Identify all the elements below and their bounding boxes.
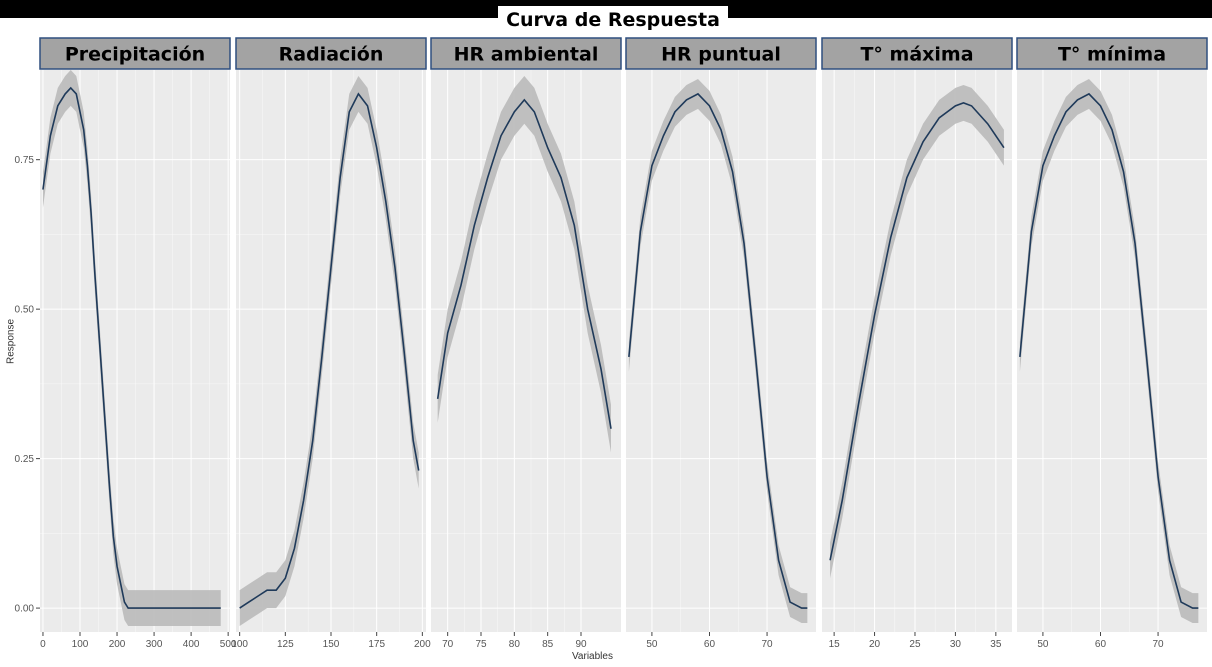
x-tick-label: 25 — [909, 639, 921, 650]
x-tick-label: 15 — [829, 639, 841, 650]
x-tick-label: 500 — [220, 639, 237, 650]
x-tick-label: 50 — [646, 639, 658, 650]
response-line-5 — [1019, 92, 1199, 609]
x-tick-label: 70 — [761, 639, 773, 650]
response-line-2 — [436, 98, 612, 429]
y-axis-label: Response — [5, 318, 17, 365]
panel-bg-0 — [40, 70, 230, 632]
x-tick-label: 100 — [231, 639, 248, 650]
panel-bg-2 — [431, 70, 621, 632]
confidence-band-4 — [830, 84, 1004, 579]
x-tick-label: 200 — [414, 639, 431, 650]
response-line-3 — [628, 92, 808, 609]
panel-strip-label-1: Radiación — [279, 44, 384, 66]
x-tick-label: 70 — [442, 639, 454, 650]
y-tick-label: 0.75 — [15, 155, 35, 166]
panel-strip-0 — [39, 37, 231, 70]
x-tick-label: 35 — [990, 639, 1002, 650]
y-tick-label: 0.50 — [15, 305, 35, 316]
x-tick-label: 70 — [1152, 639, 1164, 650]
x-tick-label: 80 — [509, 639, 521, 650]
panel-strip-3 — [625, 37, 817, 70]
x-tick-label: 30 — [950, 639, 962, 650]
x-tick-label: 125 — [277, 639, 294, 650]
x-axis-label: Variables — [572, 651, 613, 662]
panel-strip-label-5: T° mínima — [1058, 44, 1166, 66]
x-tick-label: 85 — [542, 639, 554, 650]
response-line-0 — [42, 86, 221, 609]
x-tick-label: 100 — [72, 639, 89, 650]
chart-title: Curva de Respuesta — [498, 6, 728, 34]
y-tick-label: 0.00 — [15, 604, 35, 615]
x-tick-label: 150 — [323, 639, 340, 650]
response-line-4 — [829, 102, 1005, 561]
x-tick-label: 175 — [368, 639, 385, 650]
y-tick-label: 0.25 — [15, 454, 35, 465]
panel-strip-label-0: Precipitación — [65, 44, 205, 66]
x-tick-label: 300 — [146, 639, 163, 650]
x-tick-label: 75 — [475, 639, 487, 650]
panel-strip-1 — [235, 37, 427, 70]
panel-strip-label-3: HR puntual — [661, 44, 781, 66]
x-tick-label: 60 — [1095, 639, 1107, 650]
x-tick-label: 0 — [40, 639, 46, 650]
x-tick-label: 400 — [183, 639, 200, 650]
panel-strip-4 — [821, 37, 1013, 70]
x-tick-label: 90 — [575, 639, 587, 650]
panel-strip-label-2: HR ambiental — [454, 44, 599, 66]
x-tick-label: 60 — [704, 639, 716, 650]
x-tick-label: 50 — [1037, 639, 1049, 650]
panel-strip-2 — [430, 37, 622, 70]
panel-strip-label-4: T° máxima — [860, 44, 973, 66]
panel-strip-5 — [1016, 37, 1208, 70]
response-line-1 — [239, 92, 420, 609]
x-tick-label: 200 — [109, 639, 126, 650]
x-tick-label: 20 — [869, 639, 881, 650]
